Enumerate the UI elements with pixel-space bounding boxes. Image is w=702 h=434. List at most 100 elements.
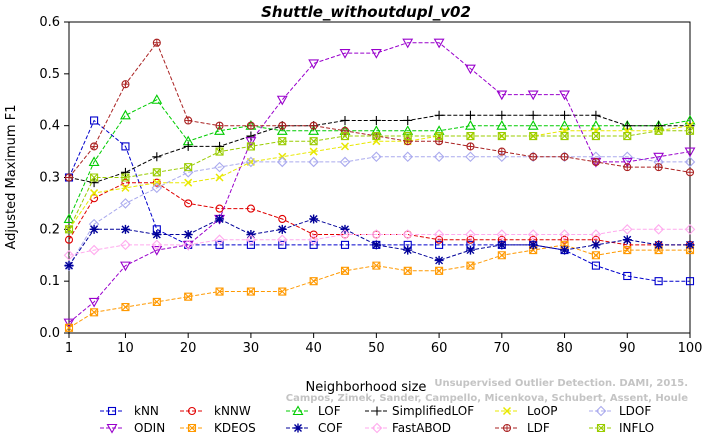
- series-LOF: [63, 94, 696, 224]
- data-point: [276, 156, 288, 168]
- data-point: [89, 224, 99, 234]
- data-point: [403, 131, 412, 141]
- data-point: [623, 271, 632, 281]
- data-point: [151, 246, 163, 256]
- data-point: [435, 235, 444, 244]
- data-point: [402, 125, 414, 135]
- data-point: [121, 183, 130, 192]
- x-tick-label: 30: [243, 341, 260, 356]
- y-tick-label: 0.1: [39, 274, 60, 289]
- series-line: [68, 42, 691, 323]
- data-point: [152, 168, 161, 177]
- data-point: [63, 213, 75, 224]
- legend-item: FastABOD: [365, 421, 451, 434]
- data-point: [623, 246, 632, 255]
- data-point: [654, 121, 664, 131]
- data-point: [121, 173, 130, 182]
- legend-label: FastABOD: [392, 421, 451, 434]
- data-point: [496, 90, 508, 101]
- x-tick-label: 1: [65, 341, 73, 356]
- data-point: [309, 230, 318, 239]
- data-point: [684, 224, 696, 235]
- data-point: [621, 151, 633, 163]
- data-point: [215, 141, 225, 151]
- data-point: [621, 157, 633, 168]
- data-point: [183, 230, 193, 240]
- series-line: [68, 244, 690, 329]
- legend-item: SimplifiedLOF: [365, 404, 474, 418]
- data-point: [621, 224, 633, 235]
- data-point: [528, 240, 538, 250]
- data-point: [371, 422, 383, 434]
- y-axis-label: Adjusted Maximum F1: [4, 105, 19, 250]
- data-point-cross: [153, 39, 161, 47]
- data-point: [120, 167, 130, 177]
- legend-item: KDEOS: [180, 421, 256, 434]
- data-point-cross: [686, 168, 694, 176]
- data-point: [465, 151, 476, 163]
- data-point: [623, 131, 632, 141]
- data-point: [152, 297, 161, 306]
- data-point: [497, 251, 506, 260]
- data-point: [559, 120, 570, 130]
- series-LDOF: [63, 151, 696, 271]
- data-point: [121, 303, 130, 312]
- series-line: [68, 125, 691, 230]
- data-point: [528, 110, 538, 120]
- data-point: [527, 229, 539, 240]
- data-point: [276, 234, 288, 245]
- data-point: [246, 131, 256, 141]
- data-point: [371, 229, 382, 240]
- legend: kNN kNNW LOF SimplifiedLOF LoOP LDOF ODIN KDEOS…: [100, 404, 654, 434]
- series-KDEOS: [64, 240, 695, 332]
- data-point: [622, 235, 632, 245]
- series-line: [68, 114, 690, 184]
- data-point-cross: [65, 174, 73, 181]
- data-point-cross: [655, 163, 663, 171]
- x-axis-label: Neighborhood size: [306, 380, 427, 395]
- data-point: [64, 323, 74, 332]
- data-point: [685, 240, 695, 250]
- data-point: [184, 178, 193, 187]
- series-line: [68, 228, 690, 256]
- data-point: [88, 244, 100, 256]
- data-point: [402, 151, 414, 163]
- data-point: [371, 151, 382, 163]
- data-point: [120, 239, 131, 251]
- data-point: [187, 406, 197, 416]
- data-point: [90, 189, 99, 198]
- data-point: [595, 405, 607, 417]
- data-point: [466, 235, 475, 244]
- data-point: [246, 240, 255, 249]
- data-point-cross: [498, 148, 506, 156]
- data-point: [293, 423, 303, 433]
- data-point: [309, 277, 318, 286]
- data-point: [590, 229, 602, 240]
- data-point: [246, 142, 255, 151]
- data-point: [434, 110, 444, 120]
- data-point: [433, 38, 445, 49]
- data-point-cross: [341, 127, 349, 135]
- x-tick-label: 70: [494, 341, 511, 356]
- legend-label: SimplifiedLOF: [392, 404, 474, 418]
- data-point: [90, 116, 99, 125]
- x-tick-label: 10: [117, 341, 134, 356]
- data-point: [151, 94, 163, 104]
- data-point: [496, 229, 508, 240]
- data-point: [685, 126, 695, 135]
- data-point: [529, 131, 538, 141]
- data-point-cross: [466, 142, 474, 150]
- data-point: [214, 125, 225, 135]
- data-point: [591, 251, 600, 260]
- data-point: [215, 173, 224, 182]
- y-tick-label: 0.4: [39, 119, 60, 134]
- legend-label: kNNW: [214, 404, 251, 418]
- data-point: [276, 95, 288, 106]
- legend-item: LDOF: [589, 404, 651, 418]
- legend-item: ODIN: [100, 421, 165, 434]
- data-point: [106, 423, 118, 434]
- data-point: [590, 120, 602, 130]
- data-point: [107, 406, 117, 416]
- data-point: [402, 229, 414, 240]
- data-point-cross: [592, 158, 600, 166]
